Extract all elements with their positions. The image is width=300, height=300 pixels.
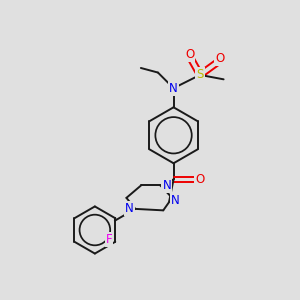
Text: O: O (215, 52, 224, 65)
Text: N: N (169, 82, 178, 95)
Text: O: O (195, 173, 205, 186)
Text: N: N (162, 179, 171, 192)
Text: F: F (106, 233, 112, 246)
Text: S: S (196, 68, 204, 81)
Text: O: O (185, 48, 194, 61)
Text: N: N (125, 202, 134, 215)
Text: N: N (171, 194, 179, 207)
